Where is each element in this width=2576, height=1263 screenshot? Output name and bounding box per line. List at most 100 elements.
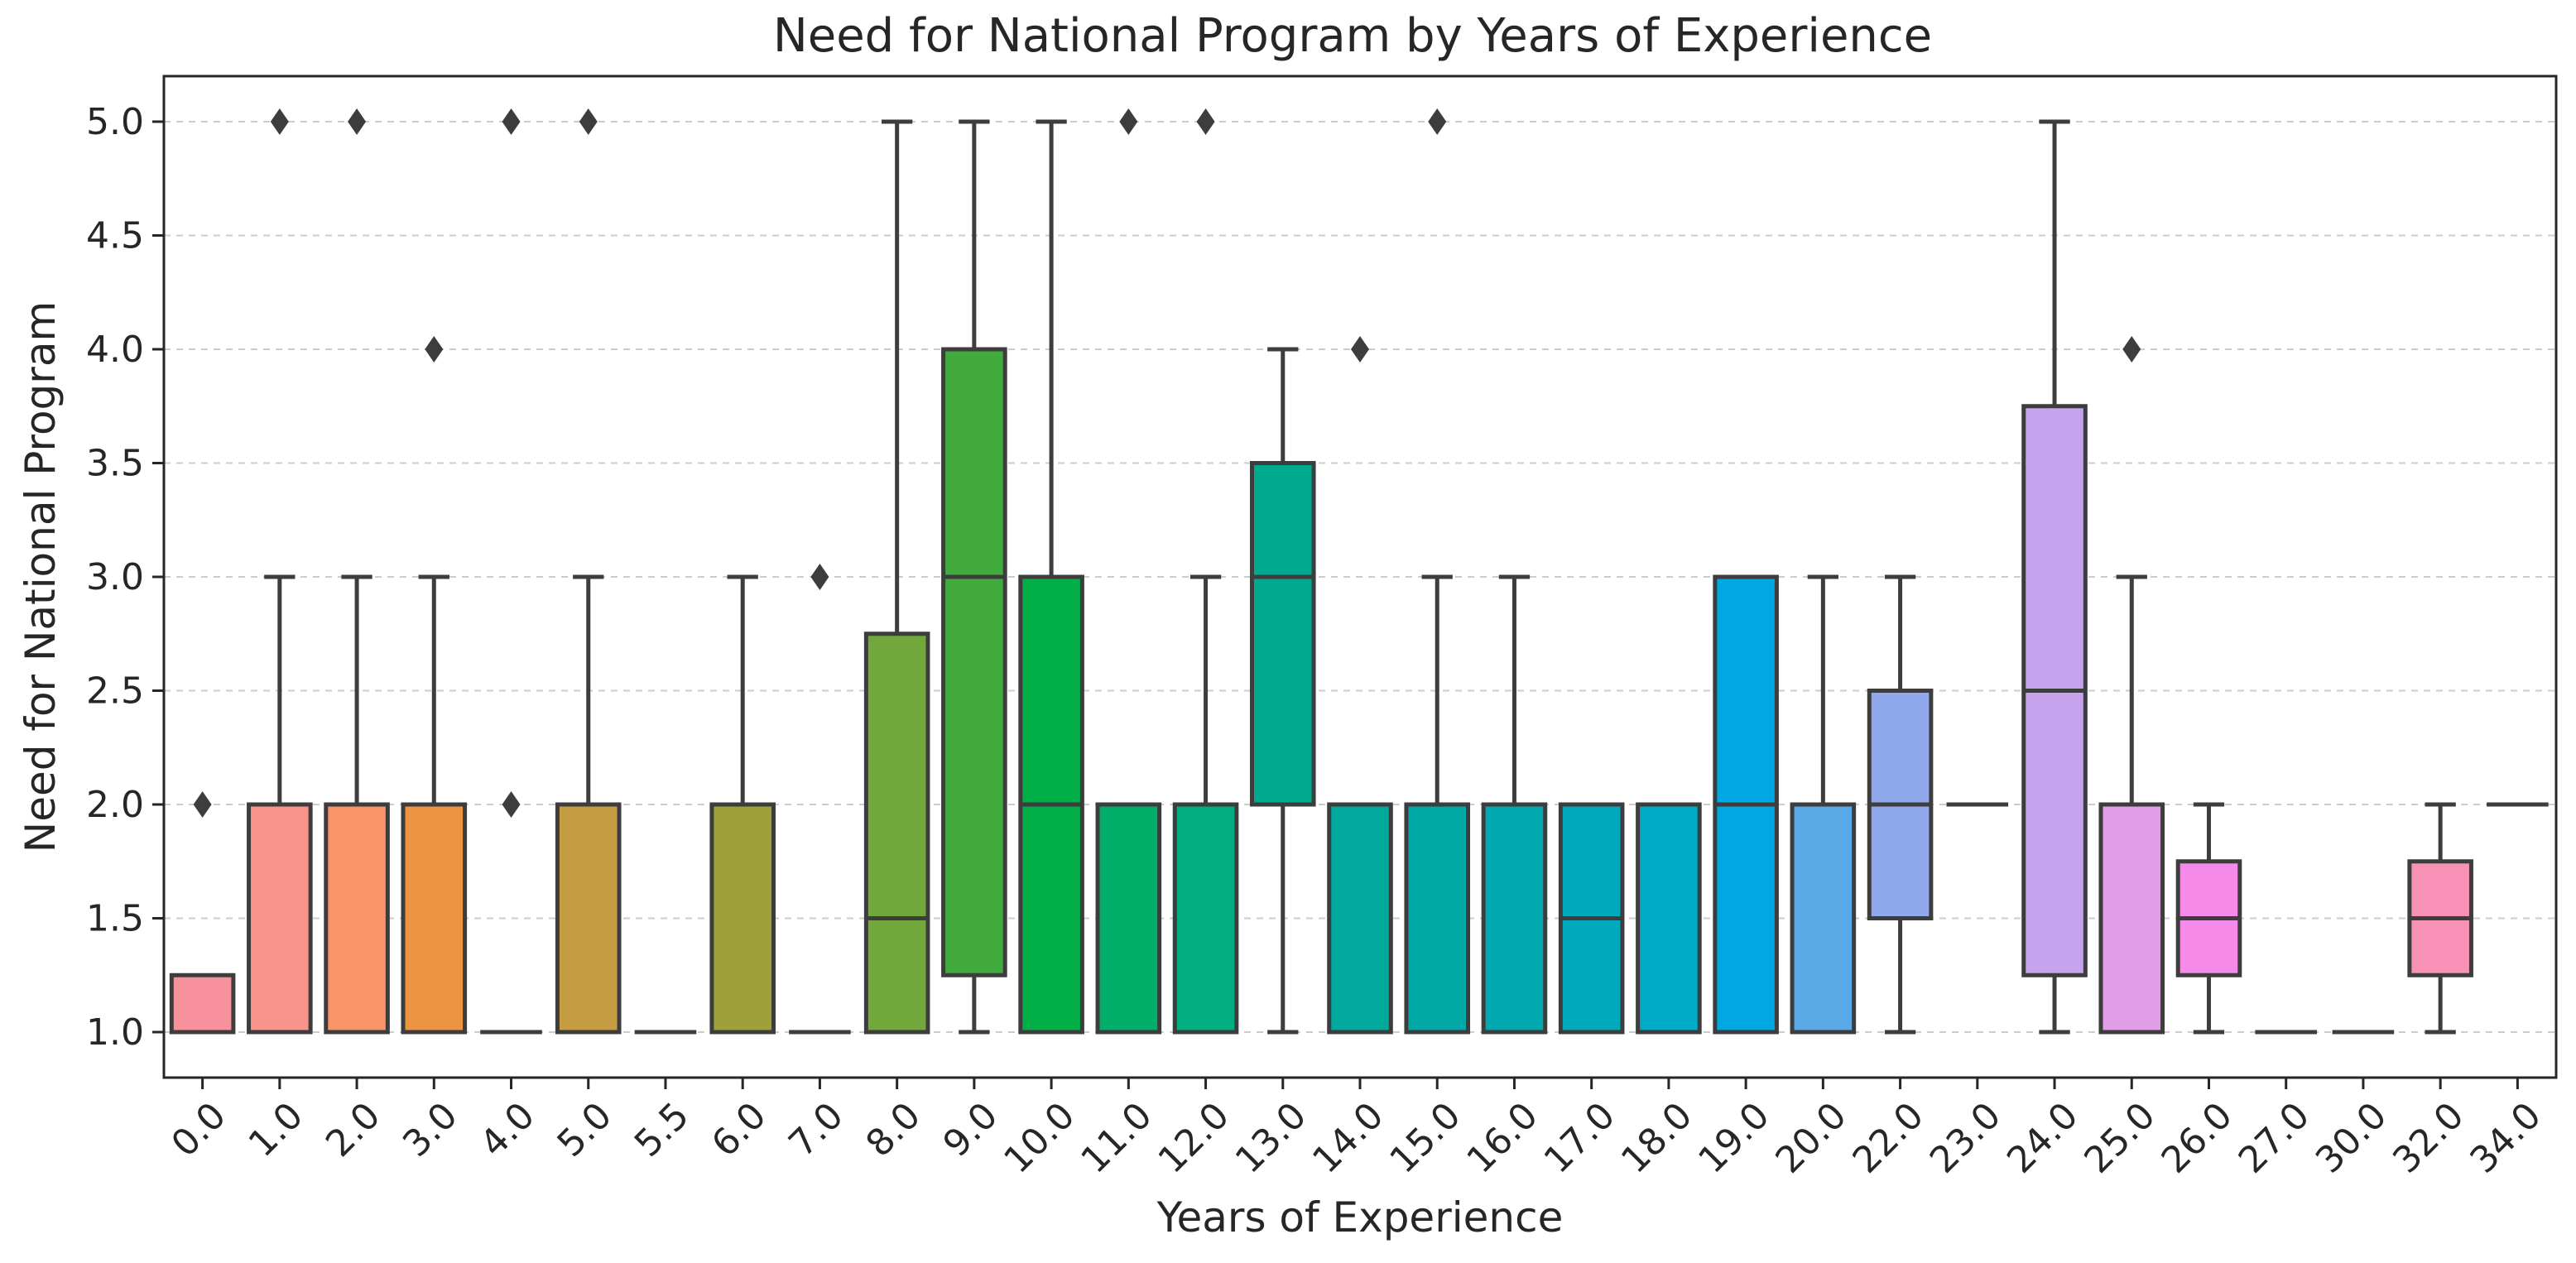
outlier-marker xyxy=(270,108,289,135)
x-tick-label: 7.0 xyxy=(781,1094,852,1165)
box-12-0 xyxy=(1172,108,1239,1035)
x-axis-label: Years of Experience xyxy=(1156,1193,1564,1241)
box-iqr xyxy=(1095,802,1162,1035)
box-iqr xyxy=(247,802,313,1035)
x-tick-label: 12.0 xyxy=(1151,1094,1238,1181)
outlier-marker xyxy=(579,108,598,135)
x-tick-label: 15.0 xyxy=(1382,1094,1468,1181)
outlier-marker xyxy=(502,108,521,135)
box-iqr xyxy=(1481,802,1548,1035)
box-iqr xyxy=(1327,802,1393,1035)
x-tick-label: 25.0 xyxy=(2076,1094,2163,1181)
x-tick-label: 26.0 xyxy=(2154,1094,2241,1181)
x-tick-label: 2.0 xyxy=(318,1094,389,1165)
box-iqr xyxy=(709,802,776,1035)
y-axis-ticks: 1.0 1.5 2.0 2.5 3.0 3.5 4.0 4.5 5.0 xyxy=(86,101,164,1054)
box-iqr xyxy=(401,802,468,1035)
y-tick-label: 3.0 xyxy=(86,556,144,598)
box-8-0 xyxy=(863,119,930,1035)
x-tick-label: 17.0 xyxy=(1536,1094,1623,1181)
y-axis-label: Need for National Program xyxy=(17,301,65,852)
x-tick-label: 0.0 xyxy=(163,1094,234,1165)
box-3-0 xyxy=(401,336,468,1035)
box-iqr xyxy=(555,802,622,1035)
x-tick-label: 13.0 xyxy=(1228,1094,1314,1181)
outlier-marker xyxy=(1196,108,1215,135)
x-tick-label: 3.0 xyxy=(395,1094,466,1165)
box-iqr xyxy=(324,802,390,1035)
x-tick-label: 34.0 xyxy=(2462,1094,2549,1181)
x-tick-label: 5.0 xyxy=(550,1094,621,1165)
x-tick-label: 6.0 xyxy=(704,1094,775,1165)
x-tick-label: 24.0 xyxy=(1999,1094,2086,1181)
box-0-0 xyxy=(169,791,236,1035)
box-iqr xyxy=(1790,802,1857,1035)
y-tick-label: 1.5 xyxy=(86,898,144,940)
box-14-0 xyxy=(1327,336,1393,1035)
box-group xyxy=(169,108,2549,1035)
outlier-marker xyxy=(193,791,212,818)
box-26-0 xyxy=(2175,802,2242,1035)
box-4-0 xyxy=(480,108,542,1035)
x-tick-label: 22.0 xyxy=(1845,1094,1932,1181)
plot-frame xyxy=(162,74,2558,1079)
x-tick-label: 19.0 xyxy=(1690,1094,1777,1181)
x-tick-label: 23.0 xyxy=(1922,1094,2009,1181)
box-iqr xyxy=(1404,802,1471,1035)
y-tick-label: 4.5 xyxy=(86,215,144,257)
x-tick-label: 11.0 xyxy=(1073,1094,1160,1181)
box-13-0 xyxy=(1249,347,1316,1035)
chart-title: Need for National Program by Years of Ex… xyxy=(773,9,1932,63)
box-9-0 xyxy=(941,119,1007,1035)
box-10-0 xyxy=(1018,119,1084,1035)
y-tick-label: 2.0 xyxy=(86,784,144,826)
outlier-marker xyxy=(348,108,367,135)
outlier-marker xyxy=(1351,336,1369,363)
box-24-0 xyxy=(2021,119,2088,1035)
box-6-0 xyxy=(709,574,776,1035)
outlier-marker xyxy=(1119,108,1138,135)
x-tick-label: 5.5 xyxy=(627,1094,698,1165)
x-tick-label: 8.0 xyxy=(858,1094,930,1165)
x-tick-label: 30.0 xyxy=(2308,1094,2395,1181)
box-1-0 xyxy=(247,108,313,1035)
box-2-0 xyxy=(324,108,390,1035)
box-iqr xyxy=(169,972,236,1035)
box-18-0 xyxy=(1636,802,1702,1035)
outlier-marker xyxy=(502,791,521,818)
box-16-0 xyxy=(1481,574,1548,1035)
x-tick-label: 10.0 xyxy=(996,1094,1083,1181)
box-iqr xyxy=(941,347,1007,977)
box-iqr xyxy=(2098,802,2165,1035)
outlier-marker xyxy=(425,336,444,363)
box-32-0 xyxy=(2407,802,2473,1035)
x-tick-label: 32.0 xyxy=(2385,1094,2472,1181)
x-tick-label: 16.0 xyxy=(1459,1094,1546,1181)
box-22-0 xyxy=(1867,574,1934,1035)
box-15-0 xyxy=(1404,108,1471,1035)
box-iqr xyxy=(863,632,930,1035)
box-7-0 xyxy=(789,564,851,1035)
box-19-0 xyxy=(1713,574,1779,1035)
box-25-0 xyxy=(2098,336,2165,1035)
box-11-0 xyxy=(1095,108,1162,1035)
x-tick-label: 14.0 xyxy=(1305,1094,1391,1181)
box-5-0 xyxy=(555,108,622,1035)
box-iqr xyxy=(1249,461,1316,807)
x-tick-label: 20.0 xyxy=(1767,1094,1854,1181)
x-tick-label: 4.0 xyxy=(472,1094,543,1165)
box-iqr xyxy=(1172,802,1239,1035)
outlier-marker xyxy=(1428,108,1447,135)
y-tick-label: 3.5 xyxy=(86,443,144,485)
y-tick-label: 4.0 xyxy=(86,329,144,371)
box-17-0 xyxy=(1558,802,1625,1035)
y-tick-label: 1.0 xyxy=(86,1011,144,1054)
outlier-marker xyxy=(2122,336,2141,363)
x-tick-label: 1.0 xyxy=(241,1094,312,1165)
box-iqr xyxy=(1636,802,1702,1035)
y-tick-label: 2.5 xyxy=(86,670,144,713)
outlier-marker xyxy=(810,564,829,590)
box-20-0 xyxy=(1790,574,1857,1035)
x-tick-label: 27.0 xyxy=(2231,1094,2318,1181)
